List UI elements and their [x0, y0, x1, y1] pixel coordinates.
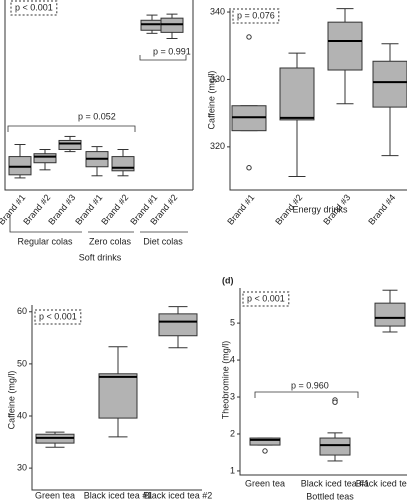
y-tick-label: 5	[230, 317, 235, 327]
box	[374, 302, 406, 327]
x-tick-label: Black iced tea #2	[356, 478, 407, 488]
group-label: Diet colas	[143, 236, 183, 246]
box	[98, 373, 138, 419]
bracket	[7, 125, 136, 132]
x-tick-label: Black iced tea #2	[144, 490, 213, 500]
p-value: p < 0.001	[39, 311, 77, 321]
box	[327, 21, 363, 71]
box	[279, 67, 315, 121]
x-tick-label: Black iced tea #1	[301, 478, 370, 488]
outlier	[332, 399, 338, 405]
p-value: p = 0.960	[291, 380, 329, 390]
group-bracket	[9, 215, 188, 233]
x-tick-label: Black iced tea #1	[84, 490, 153, 500]
y-tick-label: 1	[230, 465, 235, 475]
box	[372, 60, 407, 108]
p-value-box	[242, 291, 290, 307]
axis-frame	[4, 0, 194, 191]
x-tick-label: Green tea	[245, 478, 285, 488]
y-tick-label: 320	[210, 141, 225, 151]
y-tick-label: 30	[17, 462, 27, 472]
axis-frame	[229, 8, 407, 191]
y-axis-label: Caffeine (mg/l)	[206, 71, 216, 130]
y-tick-label: 330	[210, 74, 225, 84]
x-tick-label: Brand #2	[99, 192, 130, 226]
p-value: p = 0.052	[78, 111, 116, 121]
box	[33, 153, 57, 164]
x-tick-label: Brand #3	[46, 192, 77, 226]
x-axis-label: Soft drinks	[79, 252, 122, 262]
outlier	[246, 165, 252, 171]
bracket	[139, 55, 187, 61]
p-value: p < 0.001	[247, 293, 285, 303]
box	[249, 437, 281, 446]
y-tick-label: 4	[230, 354, 235, 364]
y-tick-label: 40	[17, 410, 27, 420]
box	[319, 437, 351, 456]
box	[158, 313, 198, 337]
x-tick-label: Green tea	[35, 490, 75, 500]
p-value: p < 0.001	[15, 2, 53, 12]
y-axis-label: Theobromine (mg/l)	[220, 341, 230, 420]
x-axis-label: Energy drinks	[292, 204, 348, 214]
box	[231, 105, 267, 132]
x-tick-label: Brand #4	[366, 192, 397, 226]
y-tick-label: 50	[17, 358, 27, 368]
outlier	[246, 34, 252, 40]
x-tick-label: Brand #1	[225, 192, 256, 226]
outlier	[262, 448, 268, 454]
y-tick-label: 2	[230, 428, 235, 438]
x-axis-label: Bottled teas	[306, 491, 354, 500]
axis-frame	[31, 305, 202, 491]
bracket	[254, 391, 359, 398]
panel-title: (d)	[222, 275, 234, 285]
y-tick-label: 3	[230, 391, 235, 401]
p-value-box	[34, 309, 82, 325]
y-tick-label: 340	[210, 6, 225, 16]
p-value-box	[232, 8, 280, 24]
p-value-box	[10, 0, 58, 16]
y-axis-label: Caffeine (mg/l)	[6, 371, 16, 430]
box	[8, 156, 32, 176]
axis-frame	[239, 288, 407, 476]
box	[58, 139, 82, 150]
group-label: Zero colas	[89, 236, 132, 246]
y-tick-label: 60	[17, 306, 27, 316]
p-value: p = 0.991	[153, 46, 191, 56]
group-label: Regular colas	[17, 236, 73, 246]
p-value: p = 0.076	[237, 10, 275, 20]
